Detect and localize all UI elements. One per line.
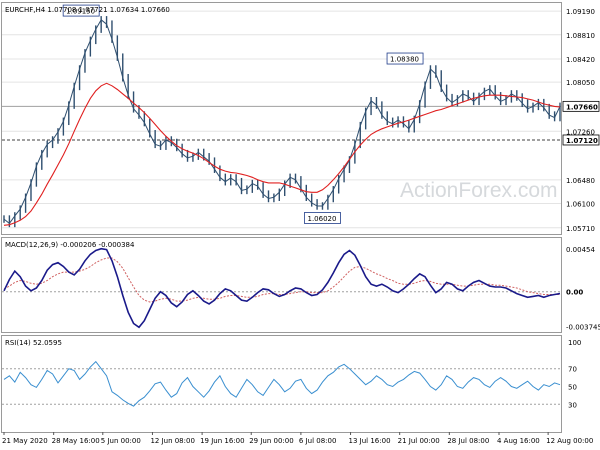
x-tick-label: 29 Jun 00:00	[249, 437, 293, 445]
macd-y-tick: 0.00	[566, 289, 583, 297]
macd-panel-frame	[1, 237, 562, 333]
macd-main-line	[3, 247, 561, 329]
moving-average-line	[3, 82, 561, 226]
price-y-tick: 1.09190	[566, 8, 595, 16]
annotation-box	[304, 212, 341, 224]
price-y-tick: 1.07660	[566, 103, 598, 111]
x-tick-label: 12 Aug 00:00	[546, 437, 593, 445]
x-tick-label: 21 May 2020	[2, 437, 48, 445]
x-tick-label: 28 May 16:00	[52, 437, 100, 445]
rsi-line	[3, 360, 561, 407]
price-panel-header: EURCHF,H4 1.07708 1.07721 1.07634 1.0766…	[5, 6, 170, 14]
rsi-y-tick: 30	[568, 401, 577, 409]
annotation-label: 1.06020	[307, 215, 336, 223]
annotation-label: 1.08380	[390, 56, 419, 64]
x-tick-label: 21 Jul 00:00	[398, 437, 440, 445]
rsi-y-tick: 100	[568, 339, 581, 347]
rsi-panel-header: RSI(14) 52.0595	[5, 339, 62, 347]
x-tick-label: 6 Jul 08:00	[299, 437, 337, 445]
rsi-y-tick: 70	[568, 366, 577, 374]
price-y-tick: 1.07260	[566, 128, 595, 136]
x-tick-label: 5 Jun 00:00	[101, 437, 141, 445]
price-y-tick: 1.08810	[566, 32, 595, 40]
x-tick-label: 12 Jun 08:00	[150, 437, 194, 445]
annotation-box	[62, 4, 100, 17]
rsi-panel-frame	[1, 335, 562, 433]
price-axis-marker	[562, 134, 600, 146]
macd-panel-header: MACD(12,26,9) -0.000206 -0.000384	[5, 241, 135, 249]
x-tick-label: 4 Aug 16:00	[497, 437, 540, 445]
macd-y-tick: -0.003745	[566, 324, 600, 332]
watermark: ActionForex.com	[400, 179, 558, 202]
rsi-y-tick: 50	[568, 384, 577, 392]
price-y-tick: 1.08420	[566, 56, 595, 64]
price-y-tick: 1.07120	[566, 137, 598, 145]
macd-y-tick: 0.00454	[566, 246, 595, 254]
x-tick-label: 19 Jun 16:00	[200, 437, 244, 445]
price-panel-frame	[1, 2, 562, 235]
price-y-tick: 1.08050	[566, 79, 595, 87]
price-y-tick: 1.06100	[566, 200, 595, 208]
annotation-label: 1.09150	[66, 8, 95, 16]
price-y-tick: 1.06480	[566, 177, 595, 185]
x-tick-label: 28 Jul 08:00	[447, 437, 489, 445]
price-series-line	[3, 19, 561, 225]
price-y-tick: 1.05710	[566, 225, 595, 233]
price-axis-marker	[562, 100, 600, 112]
x-tick-label: 13 Jul 16:00	[349, 437, 391, 445]
annotation-box	[386, 52, 424, 65]
